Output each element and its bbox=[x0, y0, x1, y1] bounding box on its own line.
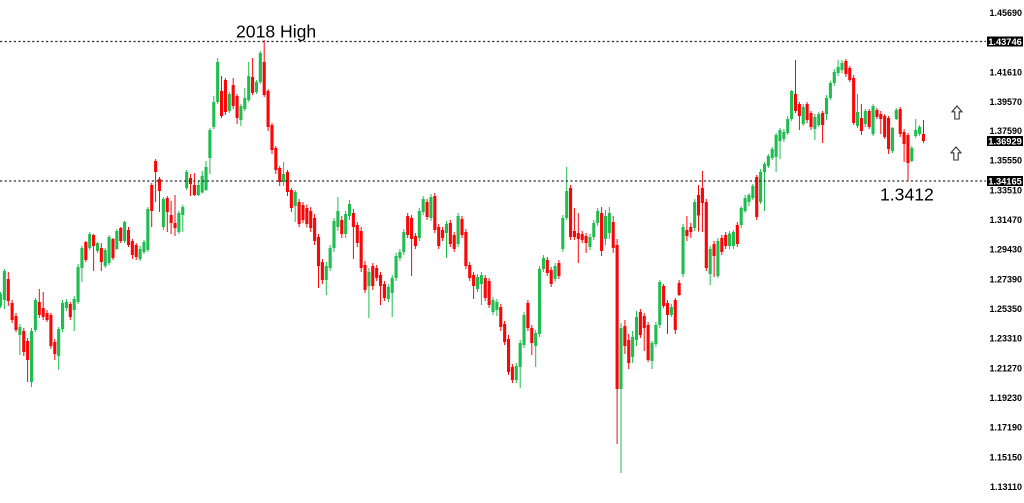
svg-text:1.25350: 1.25350 bbox=[989, 304, 1022, 314]
svg-text:2018 High: 2018 High bbox=[236, 22, 316, 42]
svg-text:1.33510: 1.33510 bbox=[989, 185, 1022, 195]
svg-text:1.34165: 1.34165 bbox=[988, 176, 1022, 186]
svg-text:1.31470: 1.31470 bbox=[989, 215, 1022, 225]
svg-text:1.17190: 1.17190 bbox=[989, 423, 1022, 433]
svg-text:1.41610: 1.41610 bbox=[989, 68, 1022, 78]
svg-text:1.21270: 1.21270 bbox=[989, 363, 1022, 373]
svg-text:1.37590: 1.37590 bbox=[989, 126, 1022, 136]
svg-text:1.43746: 1.43746 bbox=[988, 37, 1022, 47]
svg-text:1.45690: 1.45690 bbox=[989, 8, 1022, 18]
svg-text:1.29430: 1.29430 bbox=[989, 245, 1022, 255]
svg-text:1.15150: 1.15150 bbox=[989, 452, 1022, 462]
svg-text:1.13110: 1.13110 bbox=[990, 482, 1022, 492]
svg-text:1.35550: 1.35550 bbox=[989, 156, 1022, 166]
svg-text:1.3412: 1.3412 bbox=[880, 185, 934, 205]
svg-text:1.19230: 1.19230 bbox=[989, 393, 1022, 403]
svg-text:1.23310: 1.23310 bbox=[989, 334, 1022, 344]
svg-text:1.27390: 1.27390 bbox=[989, 274, 1022, 284]
svg-text:1.36929: 1.36929 bbox=[988, 136, 1022, 146]
svg-text:1.39570: 1.39570 bbox=[989, 97, 1022, 107]
